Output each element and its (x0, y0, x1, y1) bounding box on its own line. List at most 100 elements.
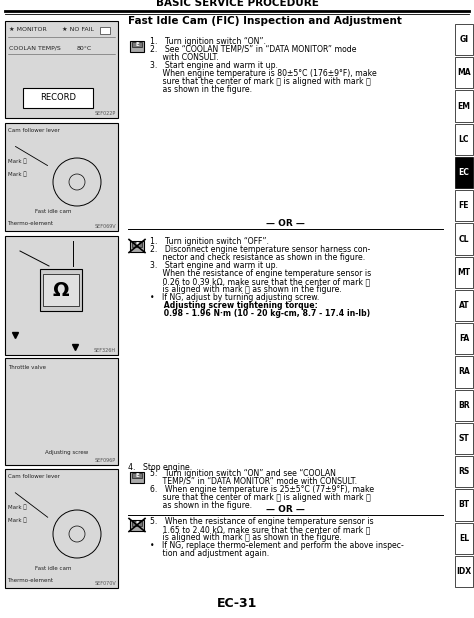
Text: EC-31: EC-31 (217, 597, 257, 610)
Text: as shown in the figure.: as shown in the figure. (150, 85, 252, 94)
Text: 5.   Turn ignition switch “ON” and see “COOLAN: 5. Turn ignition switch “ON” and see “CO… (150, 469, 336, 478)
Bar (23, 88, 93, 108)
Bar (455, 124, 473, 155)
Text: 0.26 to 0.39 kΩ, make sure that the center of mark Ⓐ: 0.26 to 0.39 kΩ, make sure that the cent… (150, 277, 370, 286)
Text: is aligned with mark Ⓢ as shown in the figure.: is aligned with mark Ⓢ as shown in the f… (150, 533, 342, 542)
Text: ST: ST (459, 434, 469, 443)
Text: 0.98 - 1.96 N·m (10 - 20 kg-cm, 8.7 - 17.4 in-lb): 0.98 - 1.96 N·m (10 - 20 kg-cm, 8.7 - 17… (150, 309, 370, 318)
Text: Adjusting screw tightening torque:: Adjusting screw tightening torque: (150, 301, 318, 310)
Text: EC: EC (458, 168, 469, 177)
Bar (130, 41, 144, 51)
Bar (455, 24, 473, 55)
Bar (43, 274, 79, 306)
Bar (5, 236, 118, 355)
Text: •   If NG, adjust by turning adjusting screw.: • If NG, adjust by turning adjusting scr… (150, 293, 319, 302)
Text: MT: MT (457, 268, 471, 277)
Text: Thermo-element: Thermo-element (7, 578, 53, 583)
Text: ★ MONITOR: ★ MONITOR (9, 27, 47, 32)
Text: SEF069V: SEF069V (94, 224, 116, 229)
Text: COOLAN TEMP/S: COOLAN TEMP/S (9, 46, 61, 51)
Text: BR: BR (458, 400, 470, 410)
Text: When engine temperature is 80±5°C (176±9°F), make: When engine temperature is 80±5°C (176±9… (150, 69, 377, 78)
Text: RS: RS (458, 467, 470, 476)
Text: 2.   See “COOLAN TEMP/S” in “DATA MONITOR” mode: 2. See “COOLAN TEMP/S” in “DATA MONITOR”… (150, 45, 356, 54)
Text: nector and check resistance as shown in the figure.: nector and check resistance as shown in … (150, 253, 365, 262)
Text: sure that the center of mark Ⓐ is aligned with mark Ⓑ: sure that the center of mark Ⓐ is aligne… (150, 77, 371, 86)
Bar (132, 242, 142, 247)
Text: CL: CL (459, 234, 469, 243)
Text: Fast idle cam: Fast idle cam (35, 566, 72, 571)
Text: is aligned with mark Ⓑ as shown in the figure.: is aligned with mark Ⓑ as shown in the f… (150, 285, 342, 294)
Text: Throttle valve: Throttle valve (8, 365, 46, 370)
Text: 2.   Disconnect engine temperature sensor harness con-: 2. Disconnect engine temperature sensor … (150, 245, 370, 254)
Text: 1.   Turn ignition switch “ON”.: 1. Turn ignition switch “ON”. (150, 37, 266, 46)
Text: Cam follower lever: Cam follower lever (8, 128, 60, 133)
Bar (5, 123, 118, 231)
Text: RA: RA (458, 368, 470, 376)
Text: — OR —: — OR — (266, 219, 305, 228)
Text: SEF070V: SEF070V (94, 581, 116, 586)
Bar (455, 224, 473, 255)
Text: Adjusting screw: Adjusting screw (45, 450, 88, 455)
Text: as shown in the figure.: as shown in the figure. (150, 501, 252, 510)
Text: BT: BT (458, 501, 470, 509)
Bar (132, 473, 142, 478)
Bar (100, 27, 110, 34)
Text: RECORD: RECORD (40, 93, 76, 103)
Bar (5, 21, 118, 118)
Bar (455, 57, 473, 88)
Text: When the resistance of engine temperature sensor is: When the resistance of engine temperatur… (150, 269, 371, 278)
Bar (130, 472, 144, 483)
Text: 4.   Stop engine.: 4. Stop engine. (128, 463, 192, 472)
Text: AT: AT (459, 301, 469, 310)
Text: with CONSULT.: with CONSULT. (150, 53, 219, 62)
Text: BASIC SERVICE PROCEDURE: BASIC SERVICE PROCEDURE (155, 0, 319, 8)
Text: SEF326H: SEF326H (94, 348, 116, 353)
Text: GI: GI (459, 35, 469, 44)
Text: Mark Ⓢ: Mark Ⓢ (8, 517, 27, 523)
Bar (40, 269, 82, 311)
Text: FA: FA (459, 334, 469, 343)
Bar (455, 357, 473, 387)
Text: Mark Ⓐ: Mark Ⓐ (8, 504, 27, 510)
Bar (130, 520, 144, 530)
Text: MA: MA (457, 69, 471, 77)
Bar (5, 358, 118, 465)
Text: Thermo-element: Thermo-element (7, 221, 53, 226)
Text: SEF022P: SEF022P (95, 111, 116, 116)
Bar (455, 456, 473, 488)
Text: E: E (135, 473, 139, 478)
Bar (132, 43, 142, 48)
Bar (455, 290, 473, 321)
Bar (455, 256, 473, 288)
Text: IDX: IDX (456, 567, 472, 576)
Text: E: E (135, 522, 139, 527)
Bar (455, 423, 473, 454)
Text: 6.   When engine temperature is 25±5°C (77±9°F), make: 6. When engine temperature is 25±5°C (77… (150, 485, 374, 494)
Text: Ω: Ω (53, 281, 69, 300)
Text: SEF096P: SEF096P (95, 458, 116, 463)
Text: EM: EM (457, 101, 471, 111)
Text: 5.   When the resistance of engine temperature sensor is: 5. When the resistance of engine tempera… (150, 517, 374, 526)
Text: sure that the center of mark Ⓐ is aligned with mark Ⓢ: sure that the center of mark Ⓐ is aligne… (150, 493, 371, 502)
Text: E: E (135, 242, 139, 247)
Text: 80°C: 80°C (77, 46, 92, 51)
Text: LC: LC (459, 135, 469, 144)
Text: E: E (135, 43, 139, 48)
Bar (455, 90, 473, 122)
Bar (455, 523, 473, 554)
Bar (455, 190, 473, 221)
Bar (455, 157, 473, 188)
Text: Mark Ⓑ: Mark Ⓑ (8, 171, 27, 177)
Bar (455, 489, 473, 520)
Text: 1.   Turn ignition switch “OFF”.: 1. Turn ignition switch “OFF”. (150, 237, 269, 246)
Text: 1.65 to 2.40 kΩ, make sure that the center of mark Ⓐ: 1.65 to 2.40 kΩ, make sure that the cent… (150, 525, 370, 534)
Bar (130, 240, 144, 252)
Text: FE: FE (459, 201, 469, 210)
Text: 3.   Start engine and warm it up.: 3. Start engine and warm it up. (150, 61, 278, 70)
Bar (455, 556, 473, 587)
Text: ★ NO FAIL: ★ NO FAIL (62, 27, 94, 32)
Bar (5, 469, 118, 588)
Text: Fast Idle Cam (FIC) Inspection and Adjustment: Fast Idle Cam (FIC) Inspection and Adjus… (128, 16, 402, 26)
Text: Fast idle cam: Fast idle cam (35, 209, 72, 214)
